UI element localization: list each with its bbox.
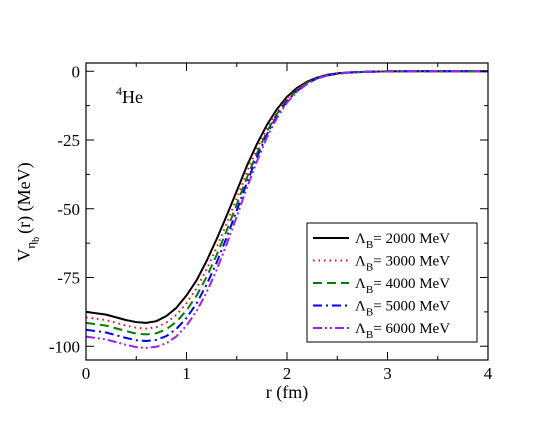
series-line-4 [85, 70, 488, 342]
y-tick-label: -50 [57, 200, 80, 219]
legend-label-3: ΛB= 4000 MeV [355, 276, 450, 296]
legend-label-1: ΛB= 2000 MeV [355, 231, 450, 251]
x-tick-label: 4 [484, 364, 493, 383]
legend-label-4: ΛB= 5000 MeV [355, 299, 450, 319]
x-tick-label: 3 [383, 364, 392, 383]
series-line-3 [85, 70, 488, 336]
series-line-5 [85, 70, 488, 349]
x-axis-label: r (fm) [266, 382, 308, 403]
y-axis-label: Vηb (r) (MeV) [14, 162, 42, 261]
y-tick-label: -75 [57, 269, 80, 288]
x-tick-label: 0 [82, 364, 91, 383]
y-label-subsub: b [31, 237, 42, 242]
y-tick-label: -25 [57, 131, 80, 150]
y-tick-label: 0 [72, 62, 81, 81]
y-tick-label: -100 [49, 337, 80, 356]
x-tick-label: 2 [283, 364, 292, 383]
y-label-main: V [14, 249, 34, 262]
annotation-main: He [122, 87, 143, 107]
x-tick-label: 1 [182, 364, 191, 383]
nucleus-annotation: 4He [116, 84, 143, 107]
axis-ticks: 0 1 2 3 4 0 -25 -50 -75 -100 [49, 62, 493, 383]
y-label-rest: (r) (MeV) [14, 162, 35, 233]
series-lines [85, 70, 488, 349]
y-label-sub: η [23, 242, 38, 249]
legend-label-5: ΛB= 6000 MeV [355, 321, 450, 341]
legend-label-2: ΛB= 3000 MeV [355, 254, 450, 274]
annotation-superscript: 4 [116, 84, 122, 98]
